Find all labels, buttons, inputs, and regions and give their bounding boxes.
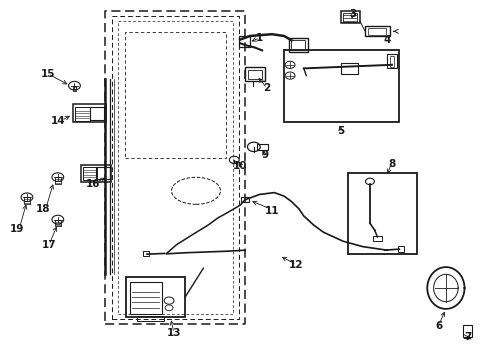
Bar — [96, 167, 110, 179]
Text: 13: 13 — [167, 328, 181, 338]
Bar — [126, 277, 185, 317]
Bar — [55, 220, 61, 226]
Bar — [75, 107, 90, 121]
Bar — [365, 26, 390, 36]
Text: 18: 18 — [36, 204, 50, 214]
Text: 5: 5 — [337, 126, 344, 136]
Bar — [398, 246, 404, 252]
Bar — [130, 282, 162, 314]
Text: 14: 14 — [50, 116, 65, 126]
Bar — [73, 86, 76, 91]
Text: 12: 12 — [289, 260, 304, 270]
Bar — [368, 28, 386, 35]
Bar — [245, 67, 265, 81]
Bar — [373, 236, 382, 241]
Bar — [387, 54, 397, 68]
Text: 10: 10 — [233, 161, 247, 171]
Text: 1: 1 — [256, 33, 263, 43]
Bar — [348, 173, 416, 254]
Text: 8: 8 — [389, 159, 395, 169]
Text: 9: 9 — [261, 150, 268, 160]
Bar — [137, 316, 164, 321]
Text: 3: 3 — [349, 9, 356, 19]
Bar — [390, 56, 394, 67]
Text: 19: 19 — [10, 224, 24, 234]
Bar — [289, 38, 308, 52]
Text: 2: 2 — [264, 83, 270, 93]
Bar — [241, 197, 249, 202]
Bar — [257, 144, 268, 150]
Bar — [248, 70, 262, 79]
Bar — [55, 177, 61, 184]
Bar — [24, 197, 30, 204]
Bar — [143, 251, 149, 256]
Text: 17: 17 — [42, 240, 56, 250]
Text: 16: 16 — [86, 179, 100, 189]
Bar — [83, 167, 97, 180]
Text: 4: 4 — [383, 35, 391, 45]
Bar — [284, 50, 399, 122]
Bar — [341, 63, 358, 74]
Bar — [341, 11, 360, 23]
Text: 11: 11 — [265, 206, 279, 216]
Bar — [239, 36, 250, 47]
Bar — [73, 104, 106, 122]
Bar — [90, 107, 104, 120]
Bar — [343, 13, 357, 22]
Text: 7: 7 — [464, 332, 472, 342]
Bar — [81, 165, 111, 182]
Text: 6: 6 — [435, 321, 442, 331]
Text: 15: 15 — [41, 69, 55, 79]
Bar — [291, 40, 305, 50]
Bar — [463, 325, 472, 337]
